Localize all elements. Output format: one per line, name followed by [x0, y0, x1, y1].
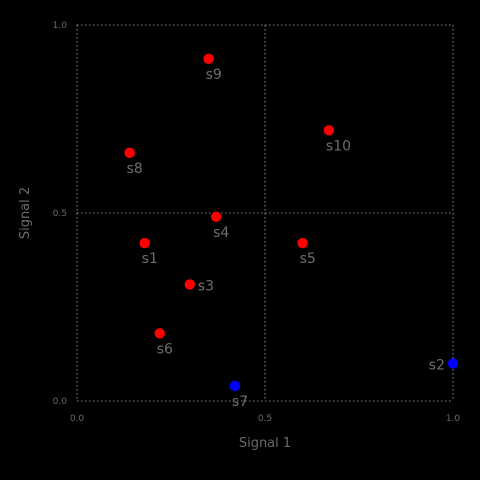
y-tick-label: 0.5 — [53, 209, 67, 219]
point-labels: s1 s2 s3 s4 s5 s6 s7 s8 s9 s10 — [127, 67, 445, 410]
data-point-s9 — [203, 53, 214, 65]
point-label-s4: s4 — [213, 225, 229, 241]
x-tick-label: 1.0 — [446, 414, 461, 424]
y-axis-label: Signal 2 — [18, 187, 33, 239]
point-label-s8: s8 — [127, 161, 143, 177]
data-point-s8 — [124, 147, 135, 159]
point-label-s1: s1 — [142, 251, 158, 267]
y-tick-label: 1.0 — [53, 21, 68, 31]
point-label-s7: s7 — [232, 394, 248, 410]
data-point-s1 — [139, 237, 150, 249]
data-point-s3 — [184, 279, 195, 290]
point-label-s9: s9 — [206, 67, 222, 83]
data-point-s2 — [447, 358, 459, 369]
point-label-s6: s6 — [157, 341, 173, 357]
tick-labels: 0.0 0.5 1.0 0.0 0.5 1.0 — [53, 21, 461, 424]
point-label-s2: s2 — [429, 357, 445, 373]
data-point-s10 — [323, 125, 335, 136]
data-point-s7 — [229, 380, 241, 392]
y-tick-label: 0.0 — [53, 397, 68, 407]
point-label-s5: s5 — [300, 251, 316, 267]
point-label-s10: s10 — [326, 138, 351, 154]
data-points — [124, 53, 459, 392]
x-tick-label: 0.5 — [258, 414, 272, 424]
data-point-s4 — [210, 211, 222, 222]
data-point-s5 — [297, 237, 308, 249]
x-tick-label: 0.0 — [70, 414, 85, 424]
grid-lines — [76, 24, 454, 402]
point-label-s3: s3 — [198, 278, 214, 294]
x-axis-label: Signal 1 — [239, 436, 291, 451]
data-point-s6 — [154, 328, 165, 339]
